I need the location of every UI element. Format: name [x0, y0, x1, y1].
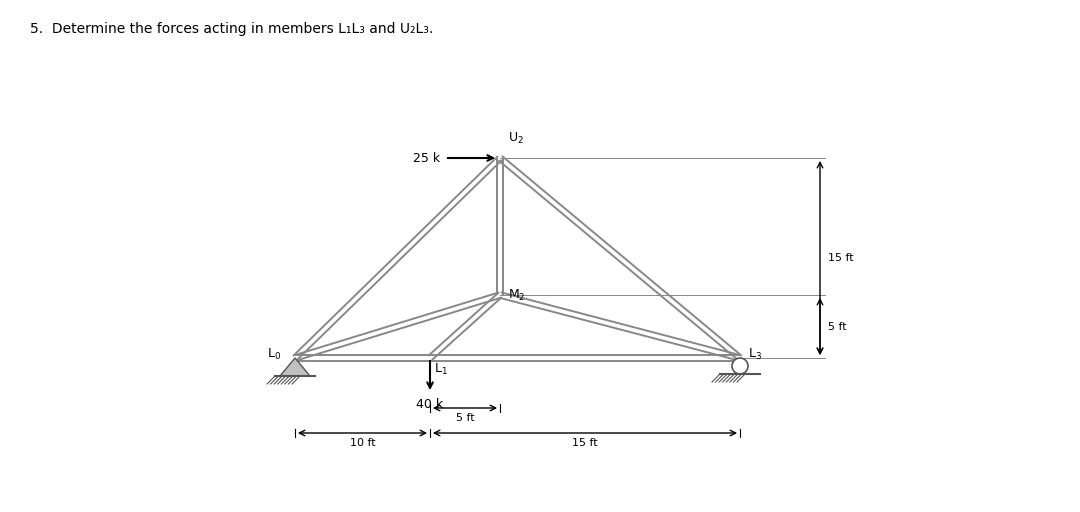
Text: 5 ft: 5 ft — [456, 413, 474, 423]
Text: U$_2$: U$_2$ — [508, 131, 524, 146]
Text: L$_1$: L$_1$ — [434, 362, 448, 377]
Text: L$_0$: L$_0$ — [267, 347, 281, 361]
Text: 25 k: 25 k — [413, 152, 440, 164]
Text: M$_2$: M$_2$ — [508, 287, 526, 303]
Text: 15 ft: 15 ft — [828, 253, 853, 263]
Text: L$_3$: L$_3$ — [748, 347, 762, 361]
Polygon shape — [280, 358, 310, 376]
Text: 40 k: 40 k — [417, 398, 444, 411]
Text: 5.  Determine the forces acting in members L₁L₃ and U₂L₃.: 5. Determine the forces acting in member… — [30, 22, 433, 36]
Text: 10 ft: 10 ft — [350, 438, 376, 448]
Circle shape — [732, 358, 748, 374]
Text: 5 ft: 5 ft — [828, 322, 847, 331]
Text: 15 ft: 15 ft — [572, 438, 598, 448]
